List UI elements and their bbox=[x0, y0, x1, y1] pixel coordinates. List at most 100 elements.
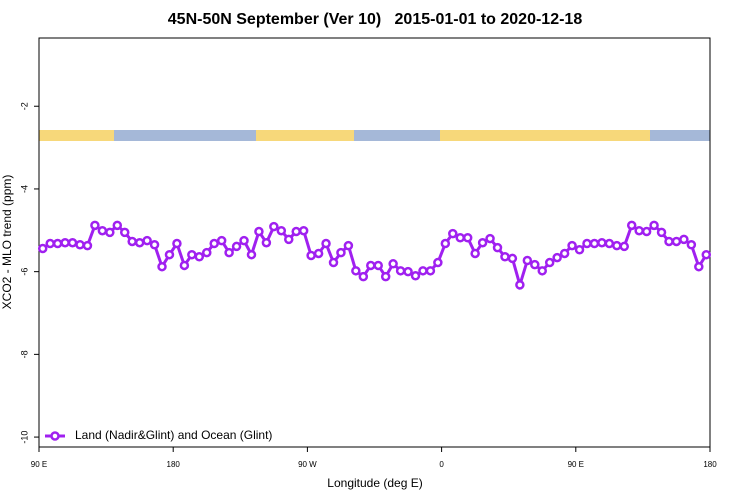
point bbox=[224, 247, 234, 258]
point bbox=[515, 280, 525, 290]
point bbox=[634, 225, 644, 236]
point bbox=[418, 266, 428, 276]
point bbox=[82, 240, 93, 251]
point bbox=[209, 238, 219, 249]
point bbox=[134, 237, 145, 248]
point bbox=[701, 249, 712, 260]
point bbox=[127, 236, 137, 247]
point bbox=[269, 221, 279, 232]
point bbox=[216, 235, 227, 246]
point bbox=[455, 232, 465, 243]
point bbox=[485, 233, 495, 244]
point bbox=[321, 238, 331, 249]
land-band bbox=[440, 130, 650, 141]
point bbox=[567, 240, 577, 251]
point bbox=[246, 249, 257, 260]
point bbox=[589, 238, 600, 249]
x-axis-label: Longitude (deg E) bbox=[327, 476, 422, 490]
point bbox=[664, 236, 674, 247]
point bbox=[649, 220, 659, 231]
point bbox=[254, 226, 264, 237]
point bbox=[45, 238, 55, 249]
land-band bbox=[39, 130, 114, 141]
point bbox=[179, 260, 190, 271]
point bbox=[604, 238, 615, 249]
y-axis-label: XCO2 - MLO trend (ppm) bbox=[0, 175, 14, 310]
y-tick-label: -10 bbox=[19, 431, 29, 444]
y-tick-label: -6 bbox=[19, 268, 29, 276]
point bbox=[157, 261, 167, 272]
point bbox=[172, 238, 182, 249]
point bbox=[694, 261, 704, 272]
point bbox=[522, 255, 533, 266]
point bbox=[112, 220, 123, 231]
point bbox=[149, 240, 160, 250]
point bbox=[530, 259, 540, 270]
point bbox=[105, 227, 115, 238]
point bbox=[626, 220, 637, 231]
point bbox=[582, 238, 592, 249]
x-tick-label: 90 E bbox=[568, 460, 584, 469]
point bbox=[470, 248, 480, 259]
point bbox=[261, 237, 272, 248]
point bbox=[336, 247, 346, 258]
point bbox=[656, 227, 667, 238]
point bbox=[574, 244, 585, 255]
point bbox=[671, 236, 682, 247]
point bbox=[67, 237, 78, 248]
point bbox=[559, 248, 570, 259]
x-tick-label: 180 bbox=[167, 460, 181, 469]
point bbox=[477, 237, 488, 248]
ocean-band bbox=[39, 130, 710, 141]
point bbox=[619, 241, 630, 252]
point bbox=[358, 271, 369, 282]
point bbox=[612, 240, 622, 251]
point bbox=[380, 271, 391, 282]
x-tick-label: 0 bbox=[439, 460, 444, 469]
point bbox=[597, 237, 607, 248]
point bbox=[395, 266, 406, 276]
point bbox=[306, 250, 316, 261]
y-tick-label: -8 bbox=[19, 350, 29, 358]
point bbox=[425, 266, 436, 276]
point bbox=[60, 237, 70, 248]
y-tick-label: -4 bbox=[19, 185, 29, 193]
point bbox=[544, 257, 555, 268]
point bbox=[433, 257, 443, 268]
point bbox=[291, 226, 301, 237]
point bbox=[52, 238, 63, 249]
point bbox=[373, 260, 383, 271]
point bbox=[388, 259, 398, 269]
chart-title: 45N-50N September (Ver 10) 2015-01-01 to… bbox=[168, 11, 583, 28]
point bbox=[187, 249, 197, 260]
x-tick-label: 180 bbox=[703, 460, 717, 469]
point bbox=[239, 235, 249, 246]
point bbox=[641, 226, 652, 237]
point bbox=[142, 235, 152, 246]
point bbox=[492, 242, 503, 253]
point bbox=[276, 225, 287, 236]
point bbox=[231, 241, 242, 252]
y-tick-label: -2 bbox=[19, 102, 29, 110]
point bbox=[343, 240, 354, 251]
point bbox=[448, 228, 458, 239]
point bbox=[313, 248, 324, 259]
point bbox=[284, 234, 294, 245]
point bbox=[90, 220, 100, 231]
point bbox=[403, 266, 413, 277]
point bbox=[298, 225, 309, 236]
point bbox=[410, 271, 421, 281]
point bbox=[679, 234, 689, 245]
map-strip bbox=[39, 130, 710, 141]
land-band bbox=[256, 130, 354, 141]
x-tick-label: 90 E bbox=[31, 460, 47, 469]
point bbox=[164, 249, 175, 260]
point bbox=[507, 253, 518, 264]
point bbox=[686, 240, 697, 250]
point bbox=[328, 257, 339, 268]
point bbox=[119, 227, 130, 238]
point bbox=[500, 252, 510, 262]
